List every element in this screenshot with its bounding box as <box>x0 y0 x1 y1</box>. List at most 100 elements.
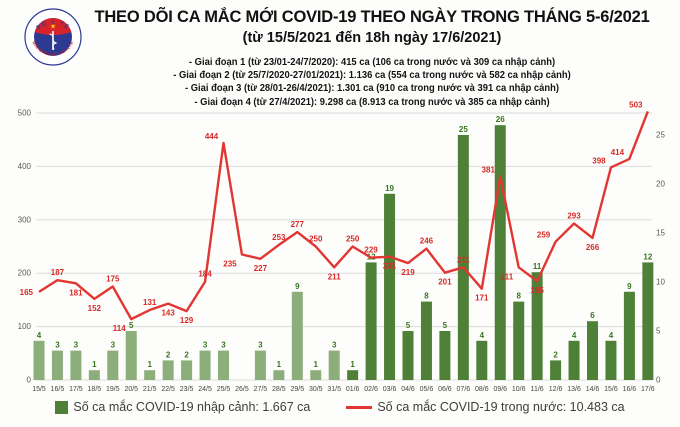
x-axis-label: 04/6 <box>401 386 415 393</box>
bar-label: 5 <box>443 321 448 330</box>
bar-label: 9 <box>627 282 632 291</box>
bar <box>273 370 285 380</box>
x-axis-label: 27/5 <box>254 386 268 393</box>
y-axis-label-left: 0 <box>27 376 32 385</box>
bar-label: 8 <box>516 292 521 301</box>
x-axis-label: 07/6 <box>457 386 471 393</box>
line-point-label: 211 <box>500 272 513 281</box>
bar <box>420 301 432 380</box>
chart-legend: Số ca mắc COVID-19 nhập cảnh: 1.667 ca S… <box>0 400 680 414</box>
line-point-label: 175 <box>106 275 120 284</box>
x-axis-label: 15/5 <box>32 386 46 393</box>
bar <box>33 340 45 380</box>
y-axis-label-right: 10 <box>656 278 665 287</box>
y-axis-label-left: 500 <box>18 109 32 118</box>
bar <box>513 301 525 380</box>
logo-flag-segment <box>34 18 72 35</box>
legend-imported-label: Số ca mắc COVID-19 nhập cảnh: 1.667 ca <box>73 400 311 414</box>
bar-label: 1 <box>277 360 282 369</box>
x-axis-label: 20/5 <box>124 386 138 393</box>
bar <box>70 350 82 380</box>
line-point-label: 129 <box>180 316 194 325</box>
y-axis-label-right: 20 <box>656 180 665 189</box>
bar-label: 6 <box>590 311 595 320</box>
x-axis-label: 09/6 <box>493 386 507 393</box>
x-axis-label: 05/6 <box>420 386 434 393</box>
bar <box>162 360 174 380</box>
bar <box>531 272 543 380</box>
x-axis-label: 11/6 <box>531 386 544 393</box>
x-axis-label: 18/5 <box>88 386 102 393</box>
bar <box>642 262 654 380</box>
bar-legend-swatch <box>55 400 69 414</box>
line-point-label: 181 <box>69 288 83 297</box>
x-axis-label: 12/6 <box>549 386 563 393</box>
bar <box>365 262 377 380</box>
bar-label: 26 <box>496 115 505 124</box>
legend-domestic-label: Số ca mắc COVID-19 trong nước: 10.483 ca <box>377 400 625 414</box>
y-axis-label-left: 200 <box>18 269 32 278</box>
line-point-label: 211 <box>457 255 470 264</box>
x-axis-label: 24/5 <box>198 386 212 393</box>
x-axis-label: 22/5 <box>161 386 175 393</box>
x-axis-label: 17/6 <box>641 386 655 393</box>
bar-label: 3 <box>221 341 226 350</box>
line-point-label: 219 <box>401 268 415 277</box>
y-axis-label-left: 400 <box>18 162 32 171</box>
bar-label: 9 <box>295 282 300 291</box>
bar <box>291 291 303 380</box>
phase-3-annotation: - Giai đoạn 3 (từ 28/01-26/4/2021): 1.30… <box>184 83 560 95</box>
bar-label: 2 <box>553 350 558 359</box>
bar <box>457 135 469 380</box>
bar-label: 19 <box>385 184 394 193</box>
bar <box>218 350 229 380</box>
bar-label: 5 <box>406 321 411 330</box>
bar <box>88 370 100 380</box>
bar-label: 2 <box>166 350 171 359</box>
x-axis-label: 16/6 <box>623 386 637 393</box>
x-axis-label: 03/6 <box>383 386 397 393</box>
line-point-label: 266 <box>586 243 600 252</box>
bar <box>107 350 119 380</box>
line-point-label: 381 <box>482 166 496 175</box>
line-point-label: 165 <box>20 288 34 297</box>
x-axis-label: 29/5 <box>290 386 304 393</box>
phase-annotations: - Giai đoạn 1 (từ 23/01-24/7/2020): 415 … <box>88 56 656 109</box>
y-axis-label-left: 100 <box>18 322 32 331</box>
bar-label: 11 <box>533 262 542 271</box>
x-axis-label: 01/6 <box>346 386 360 393</box>
logo-snake-icon <box>49 33 58 50</box>
x-axis-label: 26/5 <box>235 386 249 393</box>
y-axis-label-right: 15 <box>656 229 665 238</box>
x-axis-label: 13/6 <box>567 386 581 393</box>
bar <box>199 350 211 380</box>
x-axis-label: 17/5 <box>69 386 83 393</box>
y-axis-label-right: 0 <box>656 376 661 385</box>
bar-label: 4 <box>572 331 577 340</box>
x-axis-label: 16/5 <box>51 386 65 393</box>
line-point-label: 250 <box>309 235 323 244</box>
line-point-label: 253 <box>272 233 286 242</box>
bar-label: 8 <box>424 292 429 301</box>
x-axis-label: 21/5 <box>143 386 157 393</box>
line-point-label: 235 <box>223 260 237 269</box>
line-point-label: 152 <box>88 304 102 313</box>
bar-label: 1 <box>314 360 319 369</box>
y-axis-label-right: 25 <box>656 131 665 140</box>
x-axis-label: 02/6 <box>364 386 378 393</box>
bar <box>181 360 193 380</box>
line-point-label: 250 <box>346 235 360 244</box>
line-point-label: 444 <box>205 132 219 141</box>
line-point-label: 503 <box>629 100 643 109</box>
line-point-label: 414 <box>611 148 625 157</box>
bar-label: 25 <box>459 125 468 134</box>
x-axis-label: 23/5 <box>180 386 194 393</box>
line-point-label: 398 <box>592 156 606 165</box>
bar <box>125 331 137 380</box>
bar-label: 3 <box>55 341 60 350</box>
chart-subtitle: (từ 15/5/2021 đến 18h ngày 17/6/2021) <box>242 30 502 46</box>
line-point-label: 131 <box>143 298 157 307</box>
x-axis-label: 15/6 <box>604 386 618 393</box>
logo-star-icon: ★ <box>50 23 56 31</box>
